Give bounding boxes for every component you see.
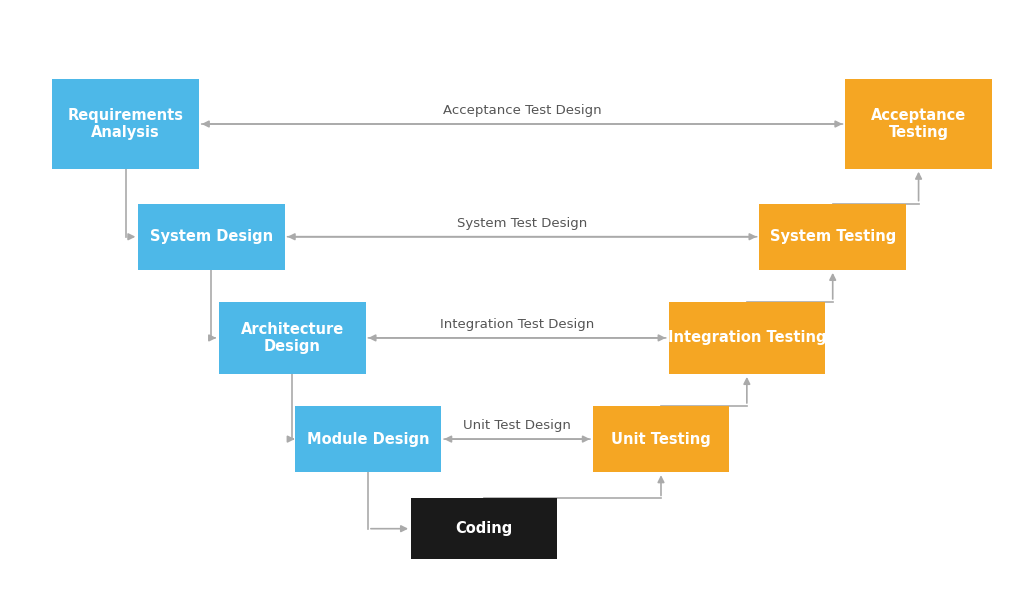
FancyBboxPatch shape (411, 498, 557, 559)
Text: Requirements
Analysis: Requirements Analysis (68, 108, 183, 140)
Text: Integration Test Design: Integration Test Design (440, 318, 594, 331)
Text: Unit Testing: Unit Testing (611, 432, 711, 446)
Text: Acceptance
Testing: Acceptance Testing (871, 108, 967, 140)
Text: Module Design: Module Design (307, 432, 429, 446)
Text: Acceptance Test Design: Acceptance Test Design (442, 104, 601, 117)
FancyBboxPatch shape (219, 302, 366, 374)
FancyBboxPatch shape (846, 79, 992, 169)
Text: Architecture
Design: Architecture Design (241, 321, 344, 354)
FancyBboxPatch shape (52, 79, 199, 169)
FancyBboxPatch shape (593, 406, 729, 472)
Text: Coding: Coding (456, 521, 513, 536)
FancyBboxPatch shape (669, 302, 825, 374)
Text: Unit Test Design: Unit Test Design (463, 419, 571, 432)
Text: System Design: System Design (150, 229, 273, 244)
Text: System Testing: System Testing (770, 229, 896, 244)
FancyBboxPatch shape (760, 204, 906, 270)
FancyBboxPatch shape (138, 204, 285, 270)
Text: Integration Testing: Integration Testing (668, 330, 826, 345)
FancyBboxPatch shape (295, 406, 441, 472)
Text: System Test Design: System Test Design (457, 217, 587, 230)
